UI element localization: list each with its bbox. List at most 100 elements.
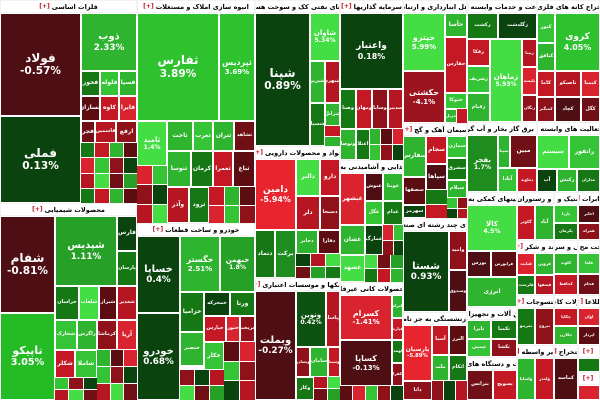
stock-tile[interactable]: وبملت -0.27%	[255, 291, 296, 400]
stock-tile[interactable]: سشرق	[447, 158, 467, 180]
stock-tile[interactable]: ومهان	[356, 89, 372, 129]
stock-tile-micro[interactable]	[83, 389, 97, 400]
sector-header-misc-2[interactable]: [+]	[578, 372, 600, 385]
stock-tile[interactable]: آپ	[537, 169, 557, 192]
stock-tile[interactable]: خگستر 2.51%	[180, 236, 220, 292]
stock-tile[interactable]: حتوکا	[445, 93, 467, 109]
sector-header-oil[interactable]: فرآورده های نفتی کک و سوخت هسته ای[+]	[255, 0, 340, 13]
stock-tile[interactable]: بفجر 1.7%	[467, 135, 498, 192]
stock-tile[interactable]: اخابر	[578, 205, 600, 223]
stock-tile[interactable]: وصنا	[340, 89, 356, 129]
stock-tile-micro[interactable]	[81, 173, 95, 188]
stock-tile[interactable]: کیمیا	[581, 71, 600, 97]
stock-tile[interactable]: شاوان 5.34%	[310, 13, 340, 61]
stock-tile[interactable]: کهمدا	[392, 340, 403, 363]
stock-tile[interactable]: سامان	[310, 347, 328, 377]
stock-tile-micro[interactable]	[210, 370, 224, 385]
stock-tile-micro[interactable]	[152, 185, 167, 204]
sector-header-banks[interactable]: بانکها و موسسات اعتباری[+]	[255, 278, 340, 291]
stock-tile[interactable]: غشهد	[340, 255, 365, 282]
sector-header-computer[interactable]: رایانه و فعالیت های وابسته به آن[+]	[537, 122, 600, 135]
stock-tile[interactable]: پارسیان -5.89%	[403, 325, 432, 381]
stock-tile[interactable]: البرز	[449, 325, 467, 355]
stock-tile[interactable]: ملت	[432, 355, 449, 381]
expand-icon[interactable]: [+]	[579, 298, 584, 305]
stock-tile[interactable]: تاصیکو	[555, 71, 581, 97]
stock-tile[interactable]: آریا	[117, 320, 137, 350]
stock-tile-micro[interactable]	[311, 254, 325, 266]
stock-tile-micro[interactable]	[378, 386, 391, 400]
stock-tile-micro[interactable]	[95, 173, 109, 188]
stock-tile[interactable]: چکاپا	[554, 308, 578, 326]
stock-tile-micro[interactable]	[340, 386, 352, 400]
stock-tile[interactable]: سمازن	[447, 136, 467, 158]
stock-tile[interactable]: سهرمز	[403, 205, 426, 218]
stock-tile[interactable]: خپارس	[204, 316, 226, 342]
stock-tile-micro[interactable]	[296, 266, 310, 278]
stock-tile-micro[interactable]	[393, 240, 403, 255]
stock-tile[interactable]: آسیا	[432, 325, 449, 355]
stock-tile[interactable]: زشریف	[467, 66, 490, 93]
stock-tile-micro[interactable]	[240, 205, 255, 223]
stock-tile[interactable]: دجابر	[296, 230, 318, 254]
stock-tile[interactable]: خودرو 0.68%	[137, 313, 180, 400]
stock-tile[interactable]: آبادا	[498, 168, 517, 192]
stock-tile[interactable]: اعتلا	[356, 129, 370, 160]
stock-tile[interactable]: کروی 4.05%	[555, 13, 600, 71]
stock-tile[interactable]: کگل	[581, 97, 600, 122]
sector-header-electricity[interactable]: عرضه برق گاز بخار و آب گرم[+]	[467, 122, 537, 135]
stock-tile[interactable]: سیستم	[537, 135, 569, 169]
stock-tile[interactable]: رکیش	[557, 169, 577, 192]
stock-tile[interactable]: زگلدشت	[498, 13, 537, 39]
stock-tile[interactable]: کترام	[392, 295, 403, 318]
stock-tile[interactable]: انرژی	[467, 277, 517, 307]
stock-tile[interactable]: تایرا	[467, 320, 491, 339]
stock-tile-micro[interactable]	[426, 204, 447, 218]
stock-tile-micro[interactable]	[327, 377, 340, 388]
stock-tile[interactable]: خریخت	[240, 316, 255, 342]
stock-tile-micro[interactable]	[195, 370, 209, 385]
stock-tile[interactable]: شفام -0.81%	[0, 216, 55, 313]
stock-tile[interactable]: دفارا	[318, 230, 340, 254]
expand-icon[interactable]: [+]	[256, 281, 261, 288]
stock-tile-micro[interactable]	[109, 143, 123, 158]
stock-tile[interactable]: بسویچ	[493, 370, 517, 400]
expand-icon[interactable]: [+]	[255, 149, 264, 156]
stock-tile[interactable]: نبروج	[535, 308, 554, 345]
expand-icon[interactable]: [+]	[554, 348, 557, 355]
stock-tile[interactable]: کسرام -1.41%	[340, 295, 392, 340]
stock-tile[interactable]: بترانس	[467, 370, 493, 400]
stock-tile[interactable]: سیلام	[447, 180, 467, 198]
sector-header-realestate[interactable]: انبوه سازی املاک و مستغلات [+]	[137, 0, 255, 13]
stock-tile[interactable]: آباد	[535, 205, 554, 240]
stock-tile[interactable]: زماهان 5.93%	[490, 39, 522, 122]
stock-tile-micro[interactable]	[378, 269, 390, 282]
stock-tile[interactable]: وساپا	[372, 89, 388, 129]
stock-tile[interactable]: خنصیر	[180, 332, 204, 366]
stock-tile[interactable]: وامید	[449, 231, 467, 270]
stock-tile-micro[interactable]	[180, 370, 194, 385]
stock-tile[interactable]: قلرست	[517, 275, 535, 295]
stock-tile-micro[interactable]	[152, 204, 167, 223]
stock-tile[interactable]: وسینا	[328, 347, 340, 377]
stock-tile[interactable]: سجام	[426, 136, 447, 164]
expand-icon[interactable]: [+]	[517, 348, 520, 355]
stock-tile[interactable]: فجر	[81, 121, 95, 143]
stock-tile[interactable]: کرماشا	[97, 320, 117, 350]
stock-tile-micro[interactable]	[392, 129, 403, 144]
stock-tile-micro[interactable]	[365, 255, 377, 268]
stock-tile[interactable]: بمپنا	[498, 135, 510, 168]
sector-header-metal-ores[interactable]: استخراج کانه های فلزی[+]	[537, 0, 600, 13]
stock-tile[interactable]: دسبحا	[320, 196, 340, 230]
stock-tile[interactable]: حفارس	[445, 37, 467, 93]
stock-tile[interactable]: سدبیر	[388, 89, 403, 129]
stock-tile-micro[interactable]	[110, 367, 124, 383]
stock-tile-micro[interactable]	[391, 386, 403, 400]
sector-header-food[interactable]: محصولات غذایی و آشامیدنی به جز قند[+]	[340, 160, 403, 173]
stock-tile[interactable]: دالبر	[296, 159, 320, 196]
stock-tile[interactable]: تاپیکو 3.05%	[0, 313, 55, 400]
sector-header-telecom[interactable]: مخابرات[+]	[578, 192, 600, 205]
stock-tile-micro[interactable]	[457, 109, 467, 123]
